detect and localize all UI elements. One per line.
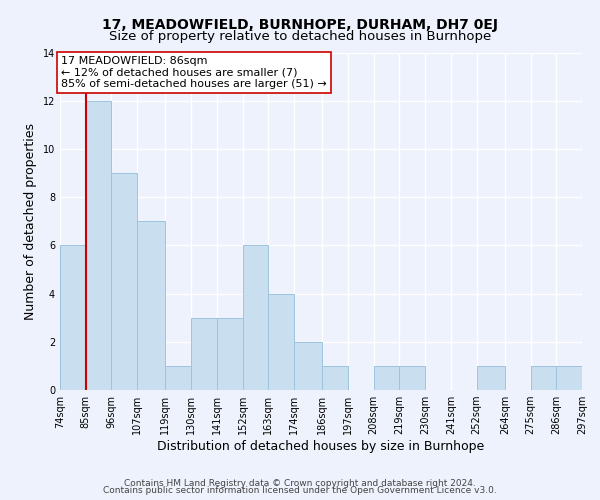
Text: 17 MEADOWFIELD: 86sqm
← 12% of detached houses are smaller (7)
85% of semi-detac: 17 MEADOWFIELD: 86sqm ← 12% of detached … bbox=[61, 56, 327, 90]
Bar bbox=[268, 294, 294, 390]
Bar bbox=[60, 246, 86, 390]
Bar bbox=[530, 366, 556, 390]
Bar bbox=[374, 366, 400, 390]
Text: Size of property relative to detached houses in Burnhope: Size of property relative to detached ho… bbox=[109, 30, 491, 43]
Bar bbox=[166, 366, 191, 390]
Text: Contains HM Land Registry data © Crown copyright and database right 2024.: Contains HM Land Registry data © Crown c… bbox=[124, 478, 476, 488]
Bar bbox=[556, 366, 582, 390]
Bar bbox=[217, 318, 242, 390]
Bar bbox=[322, 366, 348, 390]
Bar bbox=[86, 100, 112, 390]
Y-axis label: Number of detached properties: Number of detached properties bbox=[24, 122, 37, 320]
Bar bbox=[191, 318, 217, 390]
Bar bbox=[112, 173, 137, 390]
Text: 17, MEADOWFIELD, BURNHOPE, DURHAM, DH7 0EJ: 17, MEADOWFIELD, BURNHOPE, DURHAM, DH7 0… bbox=[102, 18, 498, 32]
X-axis label: Distribution of detached houses by size in Burnhope: Distribution of detached houses by size … bbox=[157, 440, 485, 453]
Text: Contains public sector information licensed under the Open Government Licence v3: Contains public sector information licen… bbox=[103, 486, 497, 495]
Bar bbox=[242, 246, 268, 390]
Bar bbox=[400, 366, 425, 390]
Bar bbox=[294, 342, 322, 390]
Bar bbox=[476, 366, 505, 390]
Bar bbox=[137, 222, 166, 390]
